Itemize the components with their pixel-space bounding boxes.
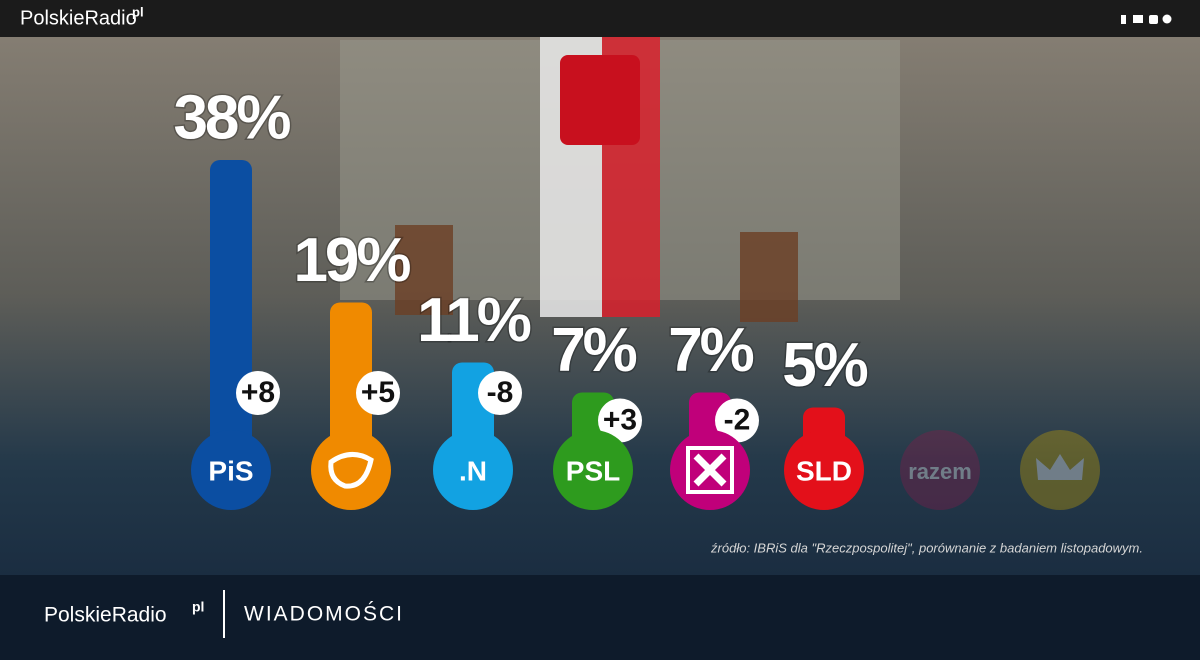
party-name: SLD [796,455,852,486]
change-badge [598,398,642,443]
party-name: PSL [566,455,620,486]
youtube-icon[interactable] [1162,14,1172,24]
change-label: +8 [241,376,275,409]
logo-shape [693,453,727,487]
header-bar [0,0,1200,37]
header-brand-suffix: pl [132,4,144,19]
party: 7% +3 PSL [550,314,642,510]
value-label: 5% [782,331,867,400]
value-label: 38% [173,83,290,152]
source-note: źródło: IBRiS dla "Rzeczpospolitej", por… [710,540,1143,555]
party-logo [784,430,864,510]
door [395,225,453,315]
party: 5% SLD [781,329,872,510]
value-label: 11% [417,286,531,355]
change-label: -2 [724,403,751,436]
change-badge [236,371,280,415]
party: razem [900,430,980,510]
party [1020,430,1100,510]
logo-shape [686,446,734,494]
party-logo [191,430,271,510]
party-name: razem [908,459,972,484]
change-label: -8 [487,376,514,409]
facebook-icon[interactable] [1121,15,1126,24]
twitter-icon[interactable] [1133,15,1143,23]
party-logo [433,430,513,510]
door [740,232,798,322]
footer-section: WIADOMOŚCI [244,602,404,626]
party-name: PiS [208,455,253,486]
party-logo [900,430,980,510]
header-brand: PolskieRadio [20,7,137,29]
change-badge [715,398,759,443]
logo-shape [1036,454,1084,480]
change-label: +3 [603,403,637,436]
social-icons[interactable] [1121,14,1172,25]
party-logo [311,430,391,510]
footer-brand: PolskieRadio [44,604,167,627]
change-badge [478,371,522,415]
instagram-icon[interactable] [1149,15,1158,24]
footer-band [0,575,1200,660]
party-logo [1020,430,1100,510]
party-logo [553,430,633,510]
party-name: .N [459,455,487,486]
logo-shape [328,452,374,489]
bar [330,302,372,470]
value-label: 7% [551,316,636,385]
party: 7% -2 [667,314,759,510]
value-label: 7% [668,316,753,385]
party: 19% +5 [292,224,415,510]
emblem [560,55,640,145]
value-label: 19% [293,226,410,295]
bar [210,160,252,470]
change-badge [356,371,400,415]
change-label: +5 [361,376,395,409]
party: 11% -8 .N [416,284,535,510]
party: 38% +8 PiS [172,82,295,510]
footer-brand-suffix: pl [192,599,204,615]
